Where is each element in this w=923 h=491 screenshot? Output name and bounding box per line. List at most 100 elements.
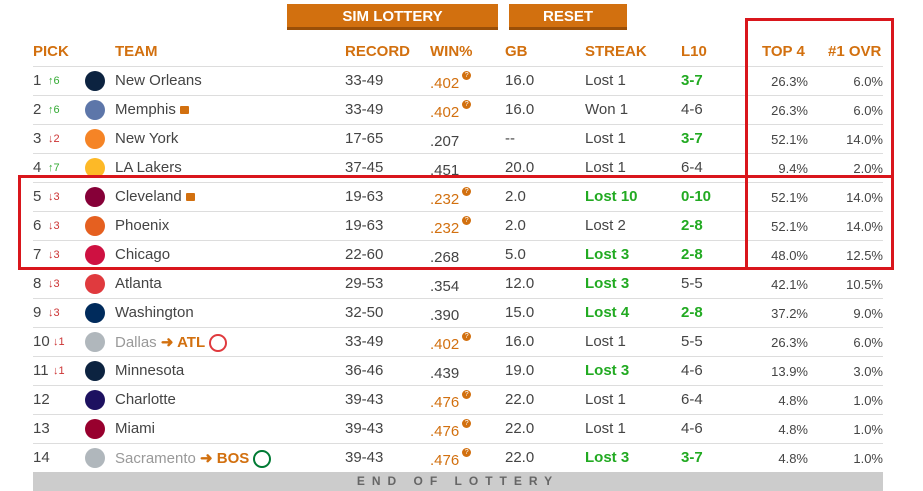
team-name[interactable]: Miami <box>115 420 155 437</box>
team-name[interactable]: Charlotte <box>115 391 176 408</box>
pick-movement: ↓3 <box>48 278 60 290</box>
team-logo-icon <box>85 274 105 294</box>
team-logo-icon <box>85 187 105 207</box>
header-win: WIN% <box>430 43 473 60</box>
last-ten: 4-6 <box>681 362 703 379</box>
arrow-down-icon: ↓ <box>48 133 54 145</box>
top4-odds: 37.2% <box>771 306 808 321</box>
team-name[interactable]: Memphis <box>115 101 190 118</box>
games-behind: 15.0 <box>505 304 535 321</box>
streak: Lost 3 <box>585 362 630 379</box>
last-ten: 5-5 <box>681 333 703 350</box>
streak: Lost 1 <box>585 130 626 147</box>
record: 39-43 <box>345 449 384 466</box>
top4-odds: 4.8% <box>778 393 808 408</box>
games-behind: 2.0 <box>505 188 526 205</box>
team-name[interactable]: Dallas ➜ ATL <box>115 333 228 353</box>
movement-count: 6 <box>53 104 60 116</box>
pick-number: 12 <box>33 391 50 408</box>
record: 22-60 <box>345 246 384 263</box>
table-row: 11 ↓1 Minnesota 36-46 .439 19.0 Lost 3 4-6 13.9%… <box>33 356 883 386</box>
last-ten: 0-10 <box>681 188 712 205</box>
reset-button[interactable]: RESET <box>509 4 627 30</box>
team-name[interactable]: Sacramento ➜ BOS <box>115 449 272 469</box>
win-pct: .390 <box>430 307 460 324</box>
team-name[interactable]: Cleveland <box>115 188 195 205</box>
arrow-down-icon: ↓ <box>48 191 54 203</box>
games-behind: 22.0 <box>505 420 535 437</box>
sim-lottery-button[interactable]: SIM LOTTERY <box>287 4 498 30</box>
record: 33-49 <box>345 72 384 89</box>
movement-count: 3 <box>53 191 60 203</box>
help-icon[interactable]: ? <box>462 332 472 341</box>
team-name[interactable]: New Orleans <box>115 72 202 89</box>
movement-count: 6 <box>53 75 60 87</box>
help-icon[interactable]: ? <box>462 71 472 80</box>
help-icon[interactable]: ? <box>462 216 472 225</box>
team-logo-icon <box>85 390 105 410</box>
help-icon[interactable]: ? <box>462 187 472 196</box>
help-icon[interactable]: ? <box>462 448 472 457</box>
movement-count: 1 <box>58 365 65 377</box>
team-name[interactable]: LA Lakers <box>115 159 182 176</box>
pick-number: 8 <box>33 275 42 292</box>
table-row: 1 ↑6 New Orleans 33-49 .402? 16.0 Lost 1 3-7 26.… <box>33 66 883 96</box>
streak: Lost 1 <box>585 72 626 89</box>
team-logo-icon <box>85 361 105 381</box>
table-row: 14 Sacramento ➜ BOS 39-43 .476? 22.0 Lost 3 3… <box>33 443 883 473</box>
top4-odds: 9.4% <box>778 161 808 176</box>
top4-odds: 26.3% <box>771 103 808 118</box>
arrow-up-icon: ↑ <box>48 162 54 174</box>
streak: Lost 1 <box>585 333 626 350</box>
first-overall-odds: 1.0% <box>853 393 883 408</box>
first-overall-odds: 10.5% <box>846 277 883 292</box>
win-pct: .402? <box>430 71 472 92</box>
pick-number: 9 <box>33 304 42 321</box>
lock-icon <box>180 106 190 115</box>
pick-number: 14 <box>33 449 50 466</box>
first-overall-odds: 6.0% <box>853 74 883 89</box>
header-streak: STREAK <box>585 43 647 60</box>
arrow-down-icon: ↓ <box>48 307 54 319</box>
team-logo-icon <box>85 448 105 468</box>
team-name[interactable]: Minnesota <box>115 362 185 379</box>
header-team: TEAM <box>115 43 158 60</box>
pick-movement: ↑6 <box>48 104 60 116</box>
last-ten: 3-7 <box>681 130 703 147</box>
streak: Lost 1 <box>585 159 626 176</box>
win-pct: .451 <box>430 162 460 179</box>
streak: Won 1 <box>585 101 629 118</box>
team-name[interactable]: New York <box>115 130 179 147</box>
games-behind: 19.0 <box>505 362 535 379</box>
games-behind: 5.0 <box>505 246 526 263</box>
record: 19-63 <box>345 188 384 205</box>
help-icon[interactable]: ? <box>462 419 472 428</box>
header-top4: TOP 4 <box>762 43 805 60</box>
table-row: 13 Miami 39-43 .476? 22.0 Lost 1 4-6 4.8% 1.0% <box>33 414 883 444</box>
last-ten: 6-4 <box>681 391 703 408</box>
table-row: 10 ↓1 Dallas ➜ ATL 33-49 .402? 16.0 Lost 1 5-5… <box>33 327 883 357</box>
first-overall-odds: 9.0% <box>853 306 883 321</box>
team-name[interactable]: Phoenix <box>115 217 170 234</box>
help-icon[interactable]: ? <box>462 100 472 109</box>
games-behind: 22.0 <box>505 391 535 408</box>
arrow-down-icon: ↓ <box>48 220 54 232</box>
games-behind: 22.0 <box>505 449 535 466</box>
arrow-right-circle-icon: ➜ <box>160 334 174 351</box>
record: 33-49 <box>345 101 384 118</box>
pick-number: 13 <box>33 420 50 437</box>
receiving-team-logo-icon <box>209 334 228 353</box>
top4-odds: 52.1% <box>771 132 808 147</box>
pick-movement: ↑6 <box>48 75 60 87</box>
team-name[interactable]: Atlanta <box>115 275 162 292</box>
help-icon[interactable]: ? <box>462 390 472 399</box>
pick-movement: ↓3 <box>48 307 60 319</box>
team-name[interactable]: Washington <box>115 304 194 321</box>
first-overall-odds: 12.5% <box>846 248 883 263</box>
streak: Lost 3 <box>585 449 630 466</box>
team-logo-icon <box>85 303 105 323</box>
team-logo-icon <box>85 100 105 120</box>
receiving-team-logo-icon <box>253 450 272 469</box>
team-name[interactable]: Chicago <box>115 246 171 263</box>
win-pct: .476? <box>430 419 472 440</box>
